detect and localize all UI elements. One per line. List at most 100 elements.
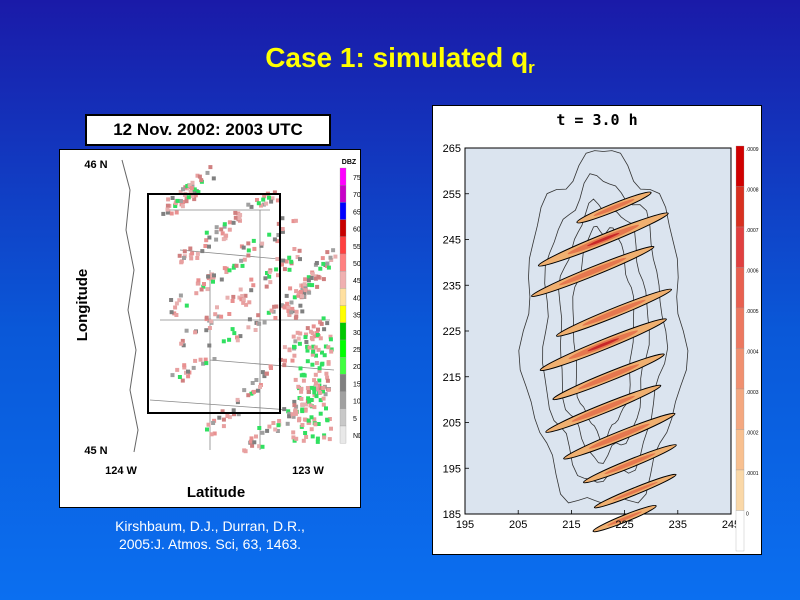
model-y-tick-label: 215 bbox=[443, 372, 461, 384]
radar-colorbar-swatch bbox=[339, 322, 347, 341]
model-panel: t = 3.0 h 265 255 245 235 225 215 205 195 185 19… bbox=[432, 105, 762, 555]
rainband bbox=[593, 473, 677, 509]
model-colorbar-swatch bbox=[735, 510, 745, 552]
radar-colorbar-swatch bbox=[339, 374, 347, 392]
radar-colorbar-label: ND bbox=[353, 433, 360, 440]
model-colorbar-swatch bbox=[735, 469, 745, 511]
model-y-tick-label: 255 bbox=[443, 189, 461, 201]
radar-colorbar-label: 70 bbox=[353, 192, 360, 199]
rainband bbox=[552, 353, 665, 401]
radar-colorbar-swatch bbox=[339, 288, 347, 306]
model-x-tick-label: 195 bbox=[456, 519, 474, 531]
model-y-tick-label: 235 bbox=[443, 280, 461, 292]
rainband bbox=[555, 288, 673, 337]
model-colorbar-label: .0006 bbox=[746, 269, 759, 275]
radar-colorbar-label: 55 bbox=[353, 244, 360, 251]
rainband bbox=[530, 245, 655, 298]
radar-colorbar-label: 30 bbox=[353, 330, 360, 337]
model-colorbar-label: .0009 bbox=[746, 147, 759, 153]
model-colorbar-swatch bbox=[735, 186, 745, 228]
model-x-ticks: 195 205 215 225 235 245 bbox=[456, 510, 740, 531]
radar-colorbar: 75 70 65 60 55 50 45 40 35 30 25 20 15 10 5 ND bbox=[339, 167, 360, 444]
rainband bbox=[537, 212, 669, 267]
model-colorbar-swatch bbox=[735, 145, 745, 187]
radar-colorbar-label: 45 bbox=[353, 278, 360, 285]
radar-colorbar-swatch bbox=[339, 253, 347, 272]
radar-colorbar-swatch bbox=[339, 357, 347, 375]
model-colorbar-swatch bbox=[735, 307, 745, 349]
model-y-tick-label: 245 bbox=[443, 235, 461, 247]
model-colorbar-label: .0001 bbox=[746, 471, 759, 477]
x-axis-label: Latitude bbox=[187, 484, 245, 501]
model-colorbar: .0009 .0008 .0007 .0006 .0005 .0004 .0003 .0002… bbox=[735, 145, 759, 552]
radar-panel: 75 70 65 60 55 50 45 40 35 30 25 20 15 10 5 ND DBZ 46 N… bbox=[59, 149, 361, 508]
model-colorbar-swatch bbox=[735, 226, 745, 268]
radar-colorbar-label: 75 bbox=[353, 175, 360, 182]
radar-colorbar-label: 25 bbox=[353, 347, 360, 354]
model-colorbar-swatch bbox=[735, 429, 745, 471]
model-colorbar-label: .0004 bbox=[746, 350, 759, 356]
radar-colorbar-swatch bbox=[339, 167, 347, 186]
radar-colorbar-swatch bbox=[339, 339, 347, 358]
model-time-label: t = 3.0 h bbox=[556, 111, 638, 129]
radar-colorbar-swatch bbox=[339, 305, 347, 323]
radar-colorbar-swatch bbox=[339, 391, 347, 409]
rainband bbox=[576, 191, 652, 224]
lon-right-label: 123 W bbox=[292, 465, 324, 477]
radar-colorbar-label: 40 bbox=[353, 295, 360, 302]
lat-top-label: 46 N bbox=[84, 159, 107, 171]
radar-colorbar-label: 20 bbox=[353, 364, 360, 371]
model-rainbands bbox=[530, 191, 677, 533]
lon-left-label: 124 W bbox=[105, 465, 137, 477]
model-x-tick-label: 215 bbox=[562, 519, 580, 531]
radar-colorbar-swatch bbox=[339, 219, 347, 237]
model-colorbar-label: .0007 bbox=[746, 228, 759, 234]
radar-colorbar-swatch bbox=[339, 408, 347, 427]
model-y-tick-label: 205 bbox=[443, 418, 461, 430]
radar-date-label: 12 Nov. 2002: 2003 UTC bbox=[85, 114, 331, 146]
radar-colorbar-swatch bbox=[339, 185, 347, 203]
model-x-tick-label: 235 bbox=[669, 519, 687, 531]
lat-bottom-label: 45 N bbox=[84, 445, 107, 457]
model-colorbar-label: .0008 bbox=[746, 188, 759, 194]
citation: Kirshbaum, D.J., Durran, D.R., 2005:J. A… bbox=[60, 517, 360, 553]
model-colorbar-label: .0002 bbox=[746, 431, 759, 437]
model-x-tick-label: 205 bbox=[509, 519, 527, 531]
model-colorbar-label: 0 bbox=[746, 512, 749, 518]
radar-colorbar-label: 65 bbox=[353, 209, 360, 216]
rainband bbox=[545, 384, 662, 433]
model-colorbar-swatch bbox=[735, 388, 745, 430]
model-y-tick-label: 225 bbox=[443, 326, 461, 338]
radar-colorbar-unit: DBZ bbox=[342, 159, 357, 166]
rainband bbox=[583, 444, 677, 484]
study-area-box bbox=[147, 193, 281, 414]
rainband bbox=[592, 504, 657, 533]
citation-line2: 2005:J. Atmos. Sci, 63, 1463. bbox=[118, 536, 302, 552]
radar-colorbar-label: 5 bbox=[353, 416, 357, 423]
model-y-tick-label: 185 bbox=[443, 509, 461, 521]
slide-title: Case 1: simulated qr bbox=[265, 42, 535, 77]
radar-colorbar-label: 50 bbox=[353, 261, 360, 268]
model-colorbar-label: .0005 bbox=[746, 309, 759, 315]
radar-colorbar-label: 60 bbox=[353, 227, 360, 234]
model-y-ticks: 265 255 245 235 225 215 205 195 185 bbox=[443, 143, 469, 521]
model-colorbar-swatch bbox=[735, 348, 745, 390]
model-plot-area bbox=[464, 147, 732, 515]
model-x-tick-label: 245 bbox=[722, 519, 740, 531]
radar-colorbar-swatch bbox=[339, 236, 347, 255]
radar-echoes bbox=[161, 165, 338, 454]
radar-map: 75 70 65 60 55 50 45 40 35 30 25 20 15 10 5 ND DBZ 46 N… bbox=[60, 150, 360, 507]
rainband bbox=[539, 318, 667, 372]
radar-colorbar-label: 35 bbox=[353, 313, 360, 320]
citation-line1: Kirshbaum, D.J., Durran, D.R., bbox=[115, 518, 305, 534]
radar-colorbar-label: 10 bbox=[353, 399, 360, 406]
radar-colorbar-swatch bbox=[339, 271, 347, 289]
model-y-tick-label: 265 bbox=[443, 143, 461, 155]
radar-colorbar-swatch bbox=[339, 425, 347, 444]
y-axis-label: Longitude bbox=[74, 269, 91, 341]
model-colorbar-label: .0003 bbox=[746, 390, 759, 396]
rainband bbox=[563, 412, 676, 460]
radar-colorbar-label: 15 bbox=[353, 381, 360, 388]
model-x-tick-label: 225 bbox=[615, 519, 633, 531]
